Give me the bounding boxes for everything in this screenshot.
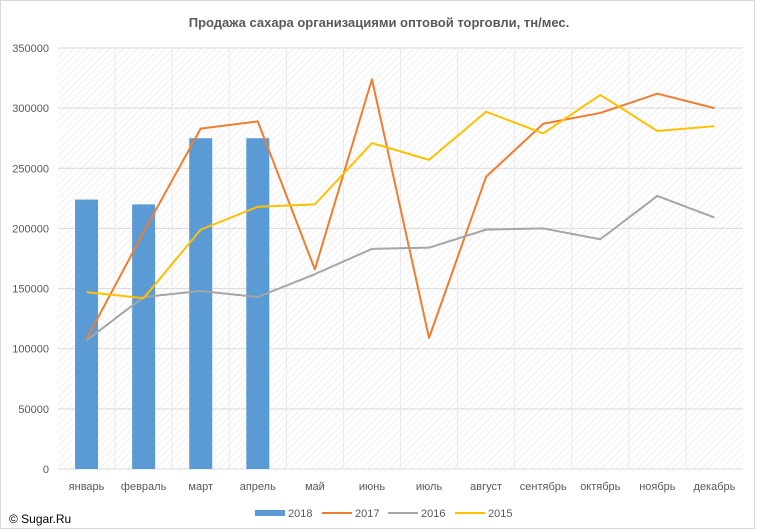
x-tick-label: январь	[69, 481, 105, 493]
legend-label-2016: 2016	[421, 508, 445, 520]
line-series-2016	[85, 194, 715, 342]
bar-series-layer	[75, 138, 270, 469]
y-tick-label: 0	[43, 464, 49, 476]
x-tick-label: май	[305, 481, 325, 493]
copyright-text: © Sugar.Ru	[9, 512, 71, 526]
y-tick-label: 200000	[12, 223, 49, 235]
x-tick-label: сентябрь	[520, 481, 567, 493]
legend-swatch-2018	[255, 510, 285, 516]
x-tick-label: февраль	[121, 481, 167, 493]
x-tick-label: декабрь	[694, 481, 736, 493]
x-tick-label: октябрь	[580, 481, 620, 493]
bar-2018-январь	[75, 199, 99, 469]
y-tick-label: 50000	[18, 404, 49, 416]
y-tick-label: 150000	[12, 284, 49, 296]
y-tick-label: 100000	[12, 344, 49, 356]
legend-label-2015: 2015	[488, 508, 512, 520]
line-series-2017	[85, 78, 715, 340]
x-tick-label: ноябрь	[639, 481, 676, 493]
bar-2018-апрель	[246, 138, 270, 469]
y-tick-label: 300000	[12, 103, 49, 115]
legend-label-2018: 2018	[288, 508, 312, 520]
x-tick-label: июнь	[359, 481, 385, 493]
y-tick-label: 350000	[12, 43, 49, 55]
x-axis-ticks: январь февраль март апрель май июнь июль август…	[69, 481, 736, 493]
x-tick-label: июль	[416, 481, 443, 493]
bar-2018-февраль	[132, 204, 156, 469]
line-series-2015	[86, 93, 715, 300]
legend: 2018 2017 2016 2015	[255, 508, 512, 520]
x-tick-label: август	[470, 481, 502, 493]
x-tick-label: март	[188, 481, 213, 493]
x-tick-label: апрель	[240, 481, 276, 493]
bar-2018-март	[189, 138, 213, 469]
chart-title: Продажа сахара организациями оптовой тор…	[189, 15, 570, 30]
y-axis-ticks: 0 50000 100000 150000 200000 250000 300000 3500…	[12, 43, 49, 476]
y-tick-label: 250000	[12, 163, 49, 175]
line-series-layer	[85, 78, 715, 342]
legend-label-2017: 2017	[355, 508, 379, 520]
